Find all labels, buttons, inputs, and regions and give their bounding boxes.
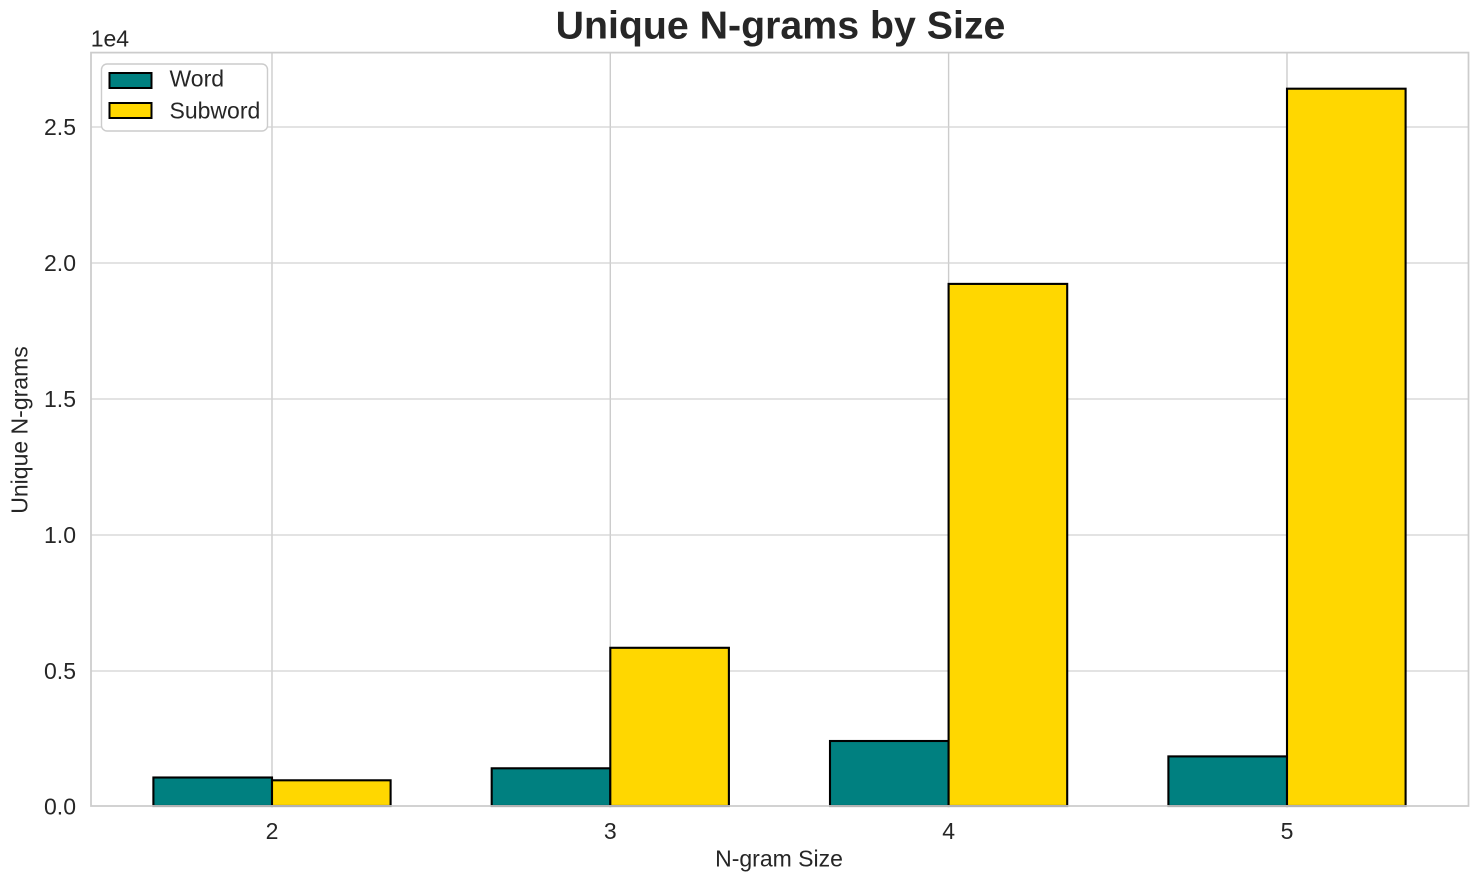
svg-text:Subword: Subword: [170, 98, 261, 124]
svg-text:1e4: 1e4: [91, 26, 130, 52]
svg-text:2: 2: [266, 818, 279, 844]
svg-text:2.0: 2.0: [44, 250, 76, 276]
svg-text:Word: Word: [170, 66, 225, 92]
svg-text:1.0: 1.0: [44, 522, 76, 548]
svg-text:4: 4: [942, 818, 955, 844]
svg-text:5: 5: [1281, 818, 1294, 844]
svg-text:0.5: 0.5: [44, 658, 76, 684]
svg-text:1.5: 1.5: [44, 386, 76, 412]
svg-text:N-gram Size: N-gram Size: [715, 846, 843, 872]
svg-text:2.5: 2.5: [44, 114, 76, 140]
svg-text:Unique N-grams by Size: Unique N-grams by Size: [556, 3, 1006, 47]
svg-text:Unique N-grams: Unique N-grams: [7, 346, 33, 513]
svg-text:0.0: 0.0: [44, 794, 76, 820]
svg-text:3: 3: [604, 818, 617, 844]
